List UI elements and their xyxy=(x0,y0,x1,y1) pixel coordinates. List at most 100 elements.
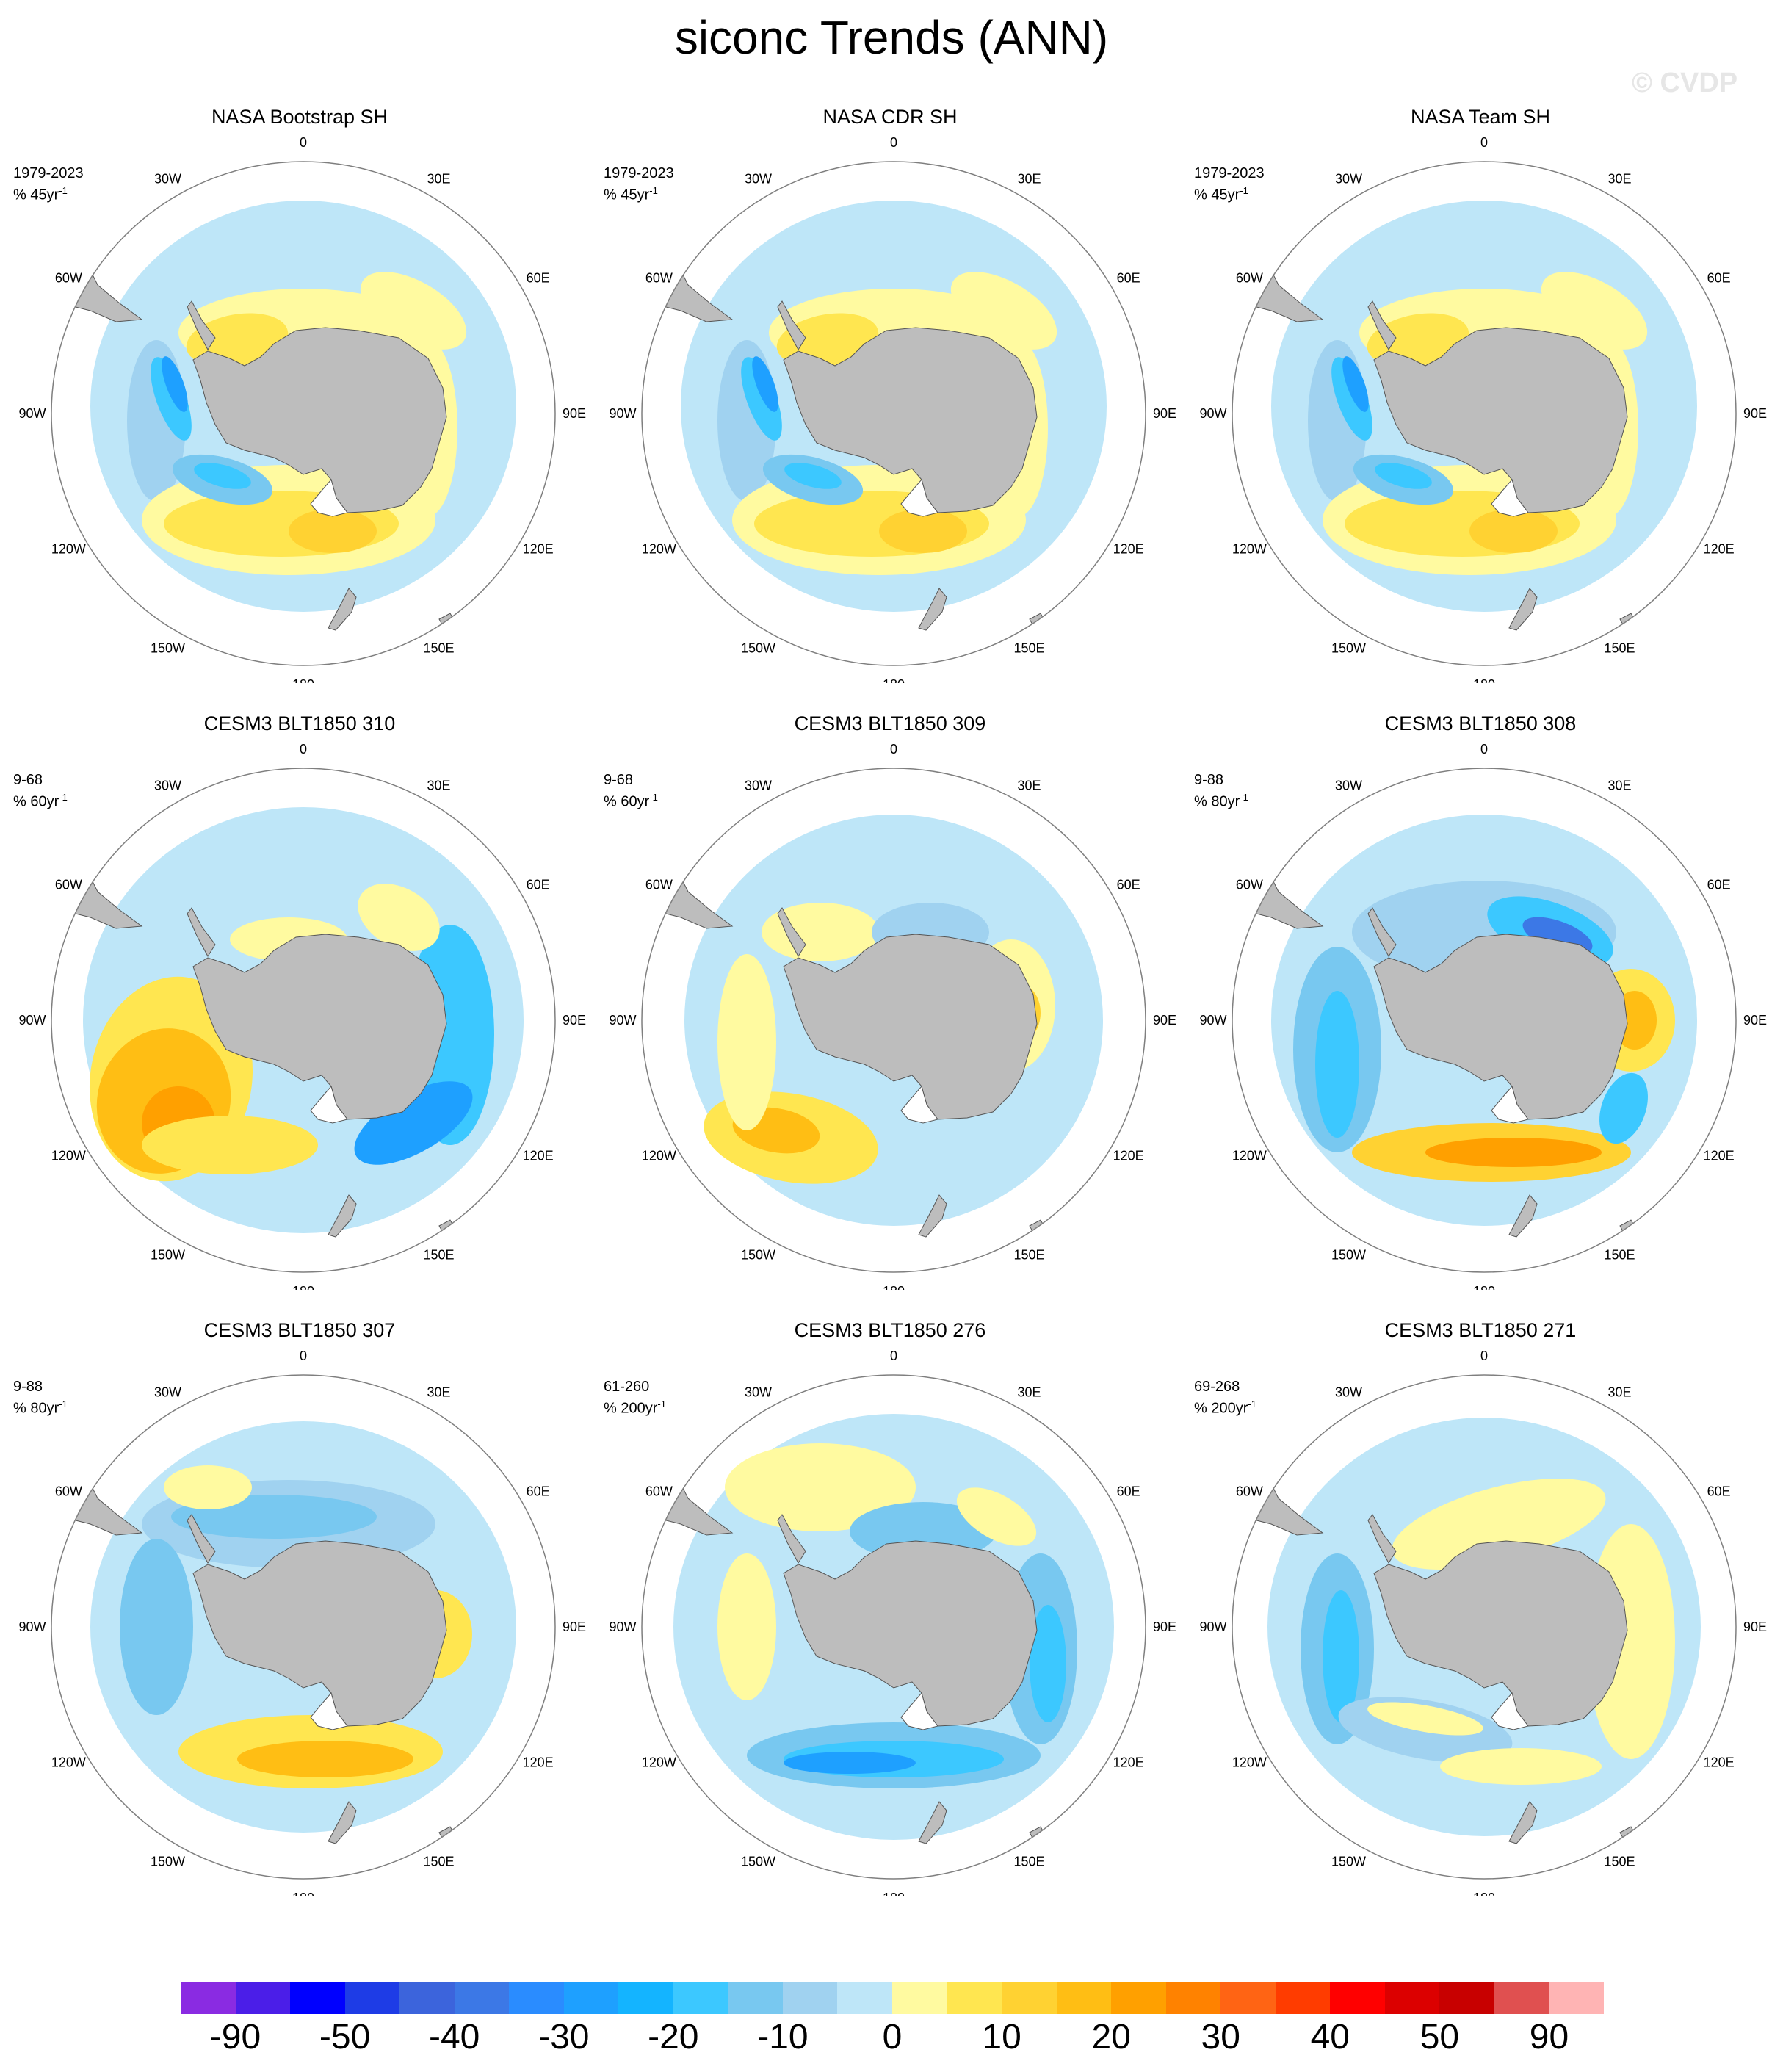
longitude-label: 120W xyxy=(1232,1755,1267,1770)
panel-title: CESM3 BLT1850 308 xyxy=(1384,712,1577,734)
trend-field xyxy=(784,463,842,489)
units-label: % 60yr-1 xyxy=(13,792,68,810)
tasmania-landmass xyxy=(1619,1219,1639,1240)
period-label: 1979-2023 xyxy=(1194,165,1265,181)
longitude-label: 150W xyxy=(151,1248,185,1263)
longitude-label: 60W xyxy=(1236,1484,1263,1499)
longitude-label: 150E xyxy=(423,1248,454,1263)
map-panel: CESM3 BLT1850 309 0 30E 60E 90E 120E 150E 180 15… xyxy=(601,710,1179,1290)
period-label: 61-260 xyxy=(604,1379,650,1395)
longitude-label: 90W xyxy=(18,406,46,421)
longitude-label: 60E xyxy=(1117,271,1140,286)
longitude-label: 90W xyxy=(1199,1620,1226,1634)
longitude-label: 150E xyxy=(1013,641,1044,656)
antarctic-peninsula xyxy=(187,300,216,350)
longitude-label: 30W xyxy=(1335,778,1362,793)
trend-field xyxy=(1469,509,1558,553)
figure-title: siconc Trends (ANN) xyxy=(674,11,1109,64)
colorbar-tick-label: -50 xyxy=(319,2018,371,2057)
longitude-label: 150E xyxy=(423,641,454,656)
units-label: % 45yr-1 xyxy=(604,185,658,203)
new-zealand-landmass xyxy=(918,588,947,631)
longitude-label: 90E xyxy=(1153,406,1176,421)
colorbar-tick-label: 20 xyxy=(1091,2018,1131,2057)
map-panel: NASA CDR SH 0 30E 60E 90E 120E 150E 180 150W 120W… xyxy=(601,103,1179,683)
longitude-label: 60W xyxy=(645,878,673,892)
tasmania-landmass xyxy=(1029,613,1049,633)
longitude-label: 0 xyxy=(890,1349,897,1363)
trend-field xyxy=(1342,356,1369,412)
colorbar-box xyxy=(1439,1982,1494,2014)
longitude-label: 150E xyxy=(1604,1248,1635,1263)
new-zealand-landmass xyxy=(1508,588,1538,631)
colorbar-box xyxy=(399,1982,455,2014)
ross-ice-shelf xyxy=(900,478,938,517)
longitude-label: 150E xyxy=(423,1855,454,1869)
longitude-label: 150W xyxy=(151,641,185,656)
trend-field xyxy=(162,356,188,412)
longitude-label: 60W xyxy=(1236,271,1263,286)
colorbar-box xyxy=(1384,1982,1440,2014)
colorbar-box xyxy=(1165,1982,1221,2014)
period-label: 9-68 xyxy=(604,772,634,788)
colorbar-box xyxy=(1494,1982,1549,2014)
units-label: % 60yr-1 xyxy=(604,792,658,810)
colorbar-box xyxy=(563,1982,619,2014)
trend-field xyxy=(1030,1605,1066,1722)
longitude-label: 30E xyxy=(1017,778,1041,793)
trend-field xyxy=(1375,463,1432,489)
colorbar-box xyxy=(344,1982,400,2014)
colorbar-tick-label: -20 xyxy=(648,2018,699,2057)
trend-field xyxy=(1367,1702,1483,1736)
longitude-label: 30W xyxy=(745,778,772,793)
map-boundary-circle xyxy=(1232,768,1737,1273)
polar-map: 0 30E 60E 90E 120E 150E 180 150W 120W 90W 60W 30W xyxy=(1199,135,1767,683)
longitude-label: 30E xyxy=(1607,171,1631,186)
map-boundary-circle xyxy=(1232,1374,1737,1880)
ross-ice-shelf xyxy=(1491,1692,1529,1730)
longitude-label: 150W xyxy=(741,1248,775,1263)
trend-field xyxy=(1541,272,1648,350)
map-panel: CESM3 BLT1850 271 0 30E 60E 90E 120E 150E 180 15… xyxy=(1191,1316,1770,1896)
trend-field xyxy=(194,463,251,489)
map-boundary-circle xyxy=(641,768,1146,1273)
longitude-label: 90E xyxy=(1743,1620,1767,1634)
trend-field xyxy=(752,356,778,412)
longitude-label: 30E xyxy=(1607,1385,1631,1399)
polar-map: 0 30E 60E 90E 120E 150E 180 150W 120W 90W 60W 30W xyxy=(609,1349,1176,1896)
colorbar-box xyxy=(782,1982,838,2014)
longitude-label: 30E xyxy=(1017,171,1041,186)
tasmania-landmass xyxy=(438,613,458,633)
ross-ice-shelf xyxy=(310,478,348,517)
longitude-label: 120W xyxy=(642,1755,676,1770)
longitude-label: 120W xyxy=(1232,542,1267,557)
longitude-label: 30E xyxy=(427,778,450,793)
longitude-label: 60E xyxy=(527,878,550,892)
new-zealand-landmass xyxy=(328,1194,357,1238)
longitude-label: 120E xyxy=(1704,1755,1735,1770)
trend-field xyxy=(151,357,192,441)
map-boundary-circle xyxy=(51,161,556,666)
longitude-label: 180 xyxy=(883,677,905,683)
panel-title: CESM3 BLT1850 271 xyxy=(1384,1319,1577,1341)
map-panel: CESM3 BLT1850 307 0 30E 60E 90E 120E 150E 180 15… xyxy=(10,1316,589,1896)
longitude-label: 90E xyxy=(563,1620,586,1634)
colorbar-tick-label: 50 xyxy=(1419,2018,1460,2057)
longitude-label: 120W xyxy=(51,1755,86,1770)
longitude-label: 180 xyxy=(292,1284,314,1290)
colorbar-box xyxy=(1111,1982,1166,2014)
polar-map: 0 30E 60E 90E 120E 150E 180 150W 120W 90W 60W 30W xyxy=(1199,1349,1767,1896)
colorbar-box xyxy=(1275,1982,1331,2014)
longitude-label: 30E xyxy=(427,1385,450,1399)
antarctic-peninsula xyxy=(187,907,216,957)
new-zealand-landmass xyxy=(328,1801,357,1844)
colorbar-box xyxy=(837,1982,892,2014)
longitude-label: 150W xyxy=(741,641,775,656)
units-label: % 200yr-1 xyxy=(604,1398,666,1417)
trend-field xyxy=(142,1116,318,1174)
new-zealand-landmass xyxy=(1508,1194,1538,1238)
antarctic-peninsula xyxy=(187,1514,216,1564)
longitude-label: 60W xyxy=(1236,878,1263,892)
polar-map: 0 30E 60E 90E 120E 150E 180 150W 120W 90W 60W 30W xyxy=(609,742,1176,1290)
longitude-label: 120E xyxy=(1113,1149,1144,1163)
